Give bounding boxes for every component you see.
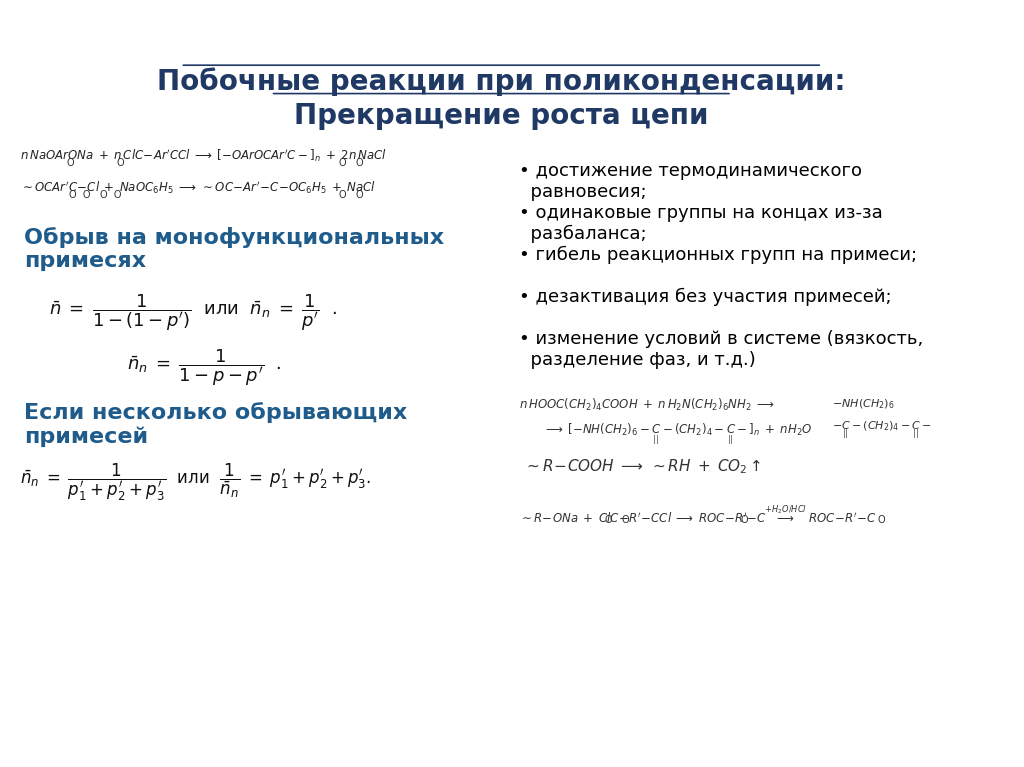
Text: O: O (67, 158, 74, 168)
Text: ${\sim}OCAr'C\!-\!Cl\;+\;NaOC_6H_5\;\longrightarrow\;{\sim}OC\!-\!Ar'\!-\!C\!-\!: ${\sim}OCAr'C\!-\!Cl\;+\;NaOC_6H_5\;\lon… (19, 179, 376, 196)
Text: • дезактивация без участия примесей;: • дезактивация без участия примесей; (519, 288, 892, 306)
Text: ${\sim}R\!-\!ONa\;+\;ClC\!-\!R'\!-\!CCl\;\longrightarrow\;ROC\!-\!R'\!-\!C\overs: ${\sim}R\!-\!ONa\;+\;ClC\!-\!R'\!-\!CCl\… (519, 504, 877, 525)
Text: $\longrightarrow\;[-NH(CH_2)_6-\underset{||}{C}-(CH_2)_4-\underset{||}{C}-]_n\;+: $\longrightarrow\;[-NH(CH_2)_6-\underset… (544, 422, 813, 447)
Text: Если несколько обрывающих
примесей: Если несколько обрывающих примесей (25, 402, 408, 446)
Text: • изменение условий в системе (вязкость,
  разделение фаз, и т.д.): • изменение условий в системе (вязкость,… (519, 330, 924, 369)
Text: $n\,HOOC(CH_2)_4COOH\;+\;n\,H_2N(CH_2)_6NH_2\;\longrightarrow$: $n\,HOOC(CH_2)_4COOH\;+\;n\,H_2N(CH_2)_6… (519, 397, 774, 413)
Text: Обрыв на монофункциональных
примесях: Обрыв на монофункциональных примесях (25, 227, 444, 272)
Text: $-NH(CH_2)_6$: $-NH(CH_2)_6$ (833, 397, 895, 410)
Text: • достижение термодинамического
  равновесия;: • достижение термодинамического равновес… (519, 162, 862, 201)
Text: ${\sim}R\!-\!COOH\;\longrightarrow\;{\sim}RH\;+\;CO_2\uparrow$: ${\sim}R\!-\!COOH\;\longrightarrow\;{\si… (524, 457, 762, 476)
Text: Прекращение роста цепи: Прекращение роста цепи (294, 102, 709, 130)
Text: O  O: O O (99, 190, 121, 200)
Text: • гибель реакционных групп на примеси;: • гибель реакционных групп на примеси; (519, 246, 918, 265)
Text: O   O: O O (604, 515, 629, 525)
Text: O  O: O O (70, 190, 91, 200)
Text: $\bar{n} \;=\; \dfrac{1}{1-(1-p')}$  или  $\bar{n}_n \;=\; \dfrac{1}{p'}$  .: $\bar{n} \;=\; \dfrac{1}{1-(1-p')}$ или … (49, 292, 337, 333)
Text: $\bar{n}_n \;=\; \dfrac{1}{p_1'+p_2'+p_3'}$  или  $\dfrac{1}{\bar{n}_n} \;=\; p_: $\bar{n}_n \;=\; \dfrac{1}{p_1'+p_2'+p_3… (19, 462, 371, 503)
Text: O   O: O O (339, 158, 364, 168)
Text: O: O (878, 515, 885, 525)
Text: O   O: O O (339, 190, 364, 200)
Text: $-\underset{||}{C}-(CH_2)_4-\underset{||}{C}-$: $-\underset{||}{C}-(CH_2)_4-\underset{||… (833, 419, 932, 440)
Text: Побочные реакции при поликонденсации:: Побочные реакции при поликонденсации: (157, 67, 846, 96)
Text: O: O (117, 158, 124, 168)
Text: $\bar{n}_n \;\underset{}{=}\; \dfrac{1}{1-p-p'}$  .: $\bar{n}_n \;\underset{}{=}\; \dfrac{1}{… (127, 347, 282, 387)
Text: • одинаковые группы на концах из-за
  разбаланса;: • одинаковые группы на концах из-за разб… (519, 204, 883, 243)
Text: O: O (740, 515, 748, 525)
Text: $n\,NaOArONa\;+\;n\,ClC\!-\!Ar'CCl\;\longrightarrow\;\left[-OArOCAr'C-\right]_n\: $n\,NaOArONa\;+\;n\,ClC\!-\!Ar'CCl\;\lon… (19, 147, 386, 163)
